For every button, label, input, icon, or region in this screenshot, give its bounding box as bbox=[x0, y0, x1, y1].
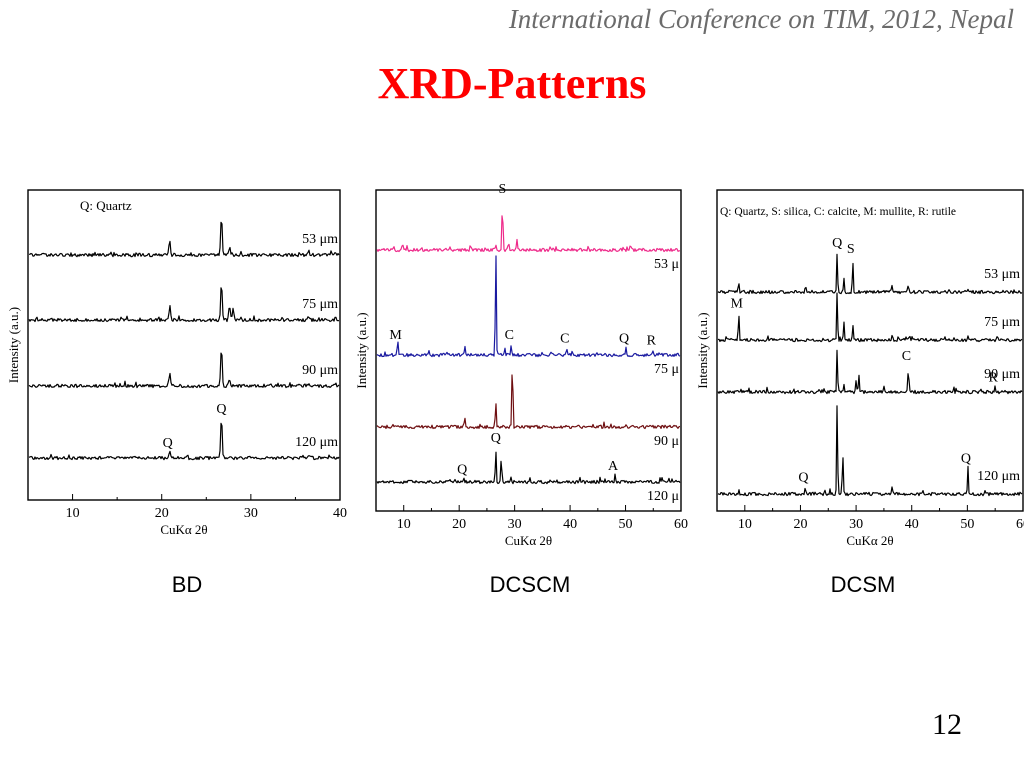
x-tick-label: 10 bbox=[66, 506, 80, 521]
peak-annotation: Q bbox=[961, 451, 971, 466]
x-tick-label: 40 bbox=[905, 517, 919, 532]
plot-frame bbox=[27, 189, 341, 501]
x-tick-label: 30 bbox=[508, 517, 522, 532]
series-label: 120 μm bbox=[295, 435, 338, 450]
x-axis-label: CuKα 2θ bbox=[846, 533, 893, 548]
series-label: 53 μ bbox=[654, 257, 679, 272]
peak-annotation: S bbox=[499, 182, 507, 197]
x-tick-label: 30 bbox=[244, 506, 258, 521]
caption-dcsm: DCSM bbox=[830, 572, 896, 597]
x-tick-label: 20 bbox=[452, 517, 466, 532]
peak-annotation: R bbox=[647, 334, 657, 349]
series-line bbox=[28, 287, 340, 323]
x-tick-label: 10 bbox=[738, 517, 752, 532]
series-label: 90 μm bbox=[984, 367, 1020, 382]
series-line bbox=[717, 292, 1023, 343]
page-number: 12 bbox=[932, 708, 962, 741]
peak-annotation: M bbox=[389, 328, 402, 343]
peak-annotation: Q bbox=[216, 402, 226, 417]
series-label: 53 μm bbox=[302, 232, 338, 247]
peak-annotation: M bbox=[730, 297, 743, 312]
series-label: 120 μm bbox=[977, 469, 1020, 484]
x-tick-label: 50 bbox=[960, 517, 974, 532]
peak-annotation: A bbox=[608, 459, 619, 474]
y-axis-label: Intensity (a.u.) bbox=[354, 312, 369, 388]
x-tick-label: 40 bbox=[333, 506, 347, 521]
series-label: 53 μm bbox=[984, 267, 1020, 282]
series-label: 90 μ bbox=[654, 434, 679, 449]
series-label: 90 μm bbox=[302, 363, 338, 378]
series-line bbox=[28, 221, 340, 258]
plot-frame bbox=[716, 189, 1024, 512]
peak-annotation: Q bbox=[619, 331, 629, 346]
series-line bbox=[717, 349, 1023, 395]
peak-annotation: S bbox=[847, 242, 855, 257]
peak-annotation: Q bbox=[457, 463, 467, 478]
series-line bbox=[376, 374, 681, 430]
peak-annotation: C bbox=[560, 331, 569, 346]
peak-annotation: Q bbox=[798, 470, 808, 485]
x-tick-label: 40 bbox=[563, 517, 577, 532]
series-line bbox=[717, 253, 1023, 295]
conference-title: International Conference on TIM, 2012, N… bbox=[508, 4, 1014, 34]
x-tick-label: 30 bbox=[849, 517, 863, 532]
series-line bbox=[376, 255, 681, 358]
slide-title: XRD-Patterns bbox=[377, 59, 647, 108]
x-axis-label: CuKα 2θ bbox=[160, 522, 207, 537]
series-label: 75 μm bbox=[984, 315, 1020, 330]
x-axis-label: CuKα 2θ bbox=[505, 533, 552, 548]
series-line bbox=[28, 422, 340, 461]
x-tick-label: 20 bbox=[155, 506, 169, 521]
x-tick-label: 50 bbox=[619, 517, 633, 532]
legend-key: Q: Quartz bbox=[80, 198, 132, 213]
legend-key: Q: Quartz, S: silica, C: calcite, M: mul… bbox=[720, 206, 956, 218]
caption-bd: BD bbox=[171, 572, 203, 597]
x-tick-label: 60 bbox=[1016, 517, 1024, 532]
xrd-chart-dcscm: 10 20 30 40 50 60 CuKα 2θ Intensity (a.u.) 53 μ S… bbox=[354, 182, 688, 548]
series-label: 75 μ bbox=[654, 362, 679, 377]
series-label: 75 μm bbox=[302, 297, 338, 312]
x-tick-label: 20 bbox=[793, 517, 807, 532]
peak-annotation: R bbox=[989, 371, 999, 386]
caption-dcscm: DCSCM bbox=[489, 572, 571, 597]
peak-annotation: Q bbox=[163, 436, 173, 451]
series-label: 120 μ bbox=[647, 489, 679, 504]
y-axis-label: Intensity (a.u.) bbox=[6, 307, 21, 383]
series-line bbox=[717, 405, 1023, 497]
peak-annotation: C bbox=[505, 328, 514, 343]
xrd-chart-dcsm: 10 20 30 40 50 60 CuKα 2θ Intensity (a.u.) Q: Qu… bbox=[695, 189, 1024, 548]
peak-annotation: C bbox=[902, 349, 911, 364]
series-line bbox=[28, 352, 340, 389]
x-tick-label: 10 bbox=[397, 517, 411, 532]
peak-annotation: Q bbox=[491, 431, 501, 446]
series-line bbox=[376, 451, 681, 485]
x-tick-label: 60 bbox=[674, 517, 688, 532]
peak-annotation: Q bbox=[832, 236, 842, 251]
series-line bbox=[376, 215, 680, 253]
plot-frame bbox=[375, 189, 682, 512]
y-axis-label: Intensity (a.u.) bbox=[695, 312, 710, 388]
xrd-chart-bd: 10 20 30 40 CuKα 2θ Intensity (a.u.) Q: Quartz… bbox=[6, 189, 347, 537]
